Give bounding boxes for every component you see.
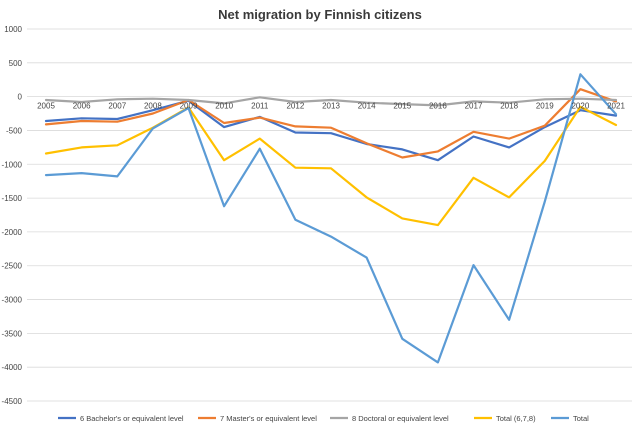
legend-entry: 8 Doctoral or equivalent level xyxy=(330,414,449,423)
x-tick-label: 2013 xyxy=(322,102,340,111)
y-tick-label: -2500 xyxy=(2,262,23,271)
y-tick-label: -1000 xyxy=(2,160,23,169)
y-tick-label: -4000 xyxy=(2,363,23,372)
x-tick-label: 2018 xyxy=(500,102,518,111)
series-line-2 xyxy=(44,88,618,159)
x-tick-label: 2015 xyxy=(393,102,411,111)
legend-label: Total (6,7,8) xyxy=(496,414,536,423)
x-tick-label: 2009 xyxy=(180,102,198,111)
x-tick-label: 2019 xyxy=(536,102,554,111)
x-tick-label: 2007 xyxy=(108,102,126,111)
x-tick-label: 2008 xyxy=(144,102,162,111)
series-line-3 xyxy=(44,96,618,107)
series-line-1 xyxy=(44,99,618,162)
x-tick-label: 2011 xyxy=(251,102,269,111)
legend-entry: 7 Master's or equivalent level xyxy=(198,414,317,423)
series-lines xyxy=(44,73,618,364)
x-axis-ticks: 2005 2006 2007 2008 2009 2010 2011 2012 2013 2014… xyxy=(37,102,625,111)
legend-entry: 6 Bachelor's or equivalent level xyxy=(58,414,184,423)
x-tick-label: 2020 xyxy=(571,102,589,111)
x-tick-label: 2014 xyxy=(358,102,376,111)
y-tick-label: -3500 xyxy=(2,329,23,338)
y-tick-label: -4500 xyxy=(2,397,23,406)
y-tick-label: 0 xyxy=(18,93,23,102)
legend: 6 Bachelor's or equivalent level 7 Master… xyxy=(58,414,589,423)
y-tick-label: -3000 xyxy=(2,296,23,305)
y-axis-ticks: 1000 500 0 -500 -1000 -1500 -2000 -2500 -3000 -35… xyxy=(2,25,23,406)
series-line-5 xyxy=(44,73,618,364)
chart-title: Net migration by Finnish citizens xyxy=(218,7,422,22)
x-tick-label: 2016 xyxy=(429,102,447,111)
series-line-4 xyxy=(44,105,618,227)
x-tick-label: 2021 xyxy=(607,102,625,111)
y-tick-label: -2000 xyxy=(2,228,23,237)
y-tick-label: -1500 xyxy=(2,194,23,203)
legend-label: Total xyxy=(573,414,589,423)
legend-entry: Total (6,7,8) xyxy=(474,414,536,423)
x-tick-label: 2006 xyxy=(73,102,91,111)
x-tick-label: 2012 xyxy=(286,102,304,111)
legend-label: 7 Master's or equivalent level xyxy=(220,414,317,423)
y-tick-label: 500 xyxy=(9,59,23,68)
legend-label: 6 Bachelor's or equivalent level xyxy=(80,414,184,423)
gridlines xyxy=(27,28,632,402)
x-tick-label: 2017 xyxy=(465,102,483,111)
y-tick-label: -500 xyxy=(6,126,23,135)
x-tick-label: 2010 xyxy=(215,102,233,111)
x-tick-label: 2005 xyxy=(37,102,55,111)
legend-entry: Total xyxy=(551,414,589,423)
legend-label: 8 Doctoral or equivalent level xyxy=(352,414,449,423)
y-tick-label: 1000 xyxy=(4,25,22,34)
